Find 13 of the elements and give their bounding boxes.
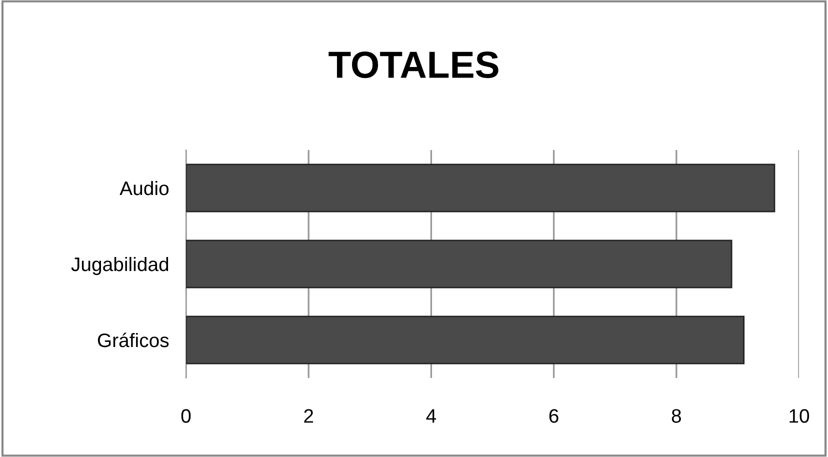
y-tick-label: Jugabilidad: [71, 256, 168, 276]
x-tick-label: 10: [790, 409, 810, 423]
bar: [186, 316, 745, 364]
x-tick-label: 0: [181, 409, 191, 423]
bar: [186, 240, 732, 288]
x-tick-label: 8: [672, 409, 681, 423]
x-tick-label: 4: [426, 409, 436, 423]
y-tick-label: Audio: [120, 180, 169, 196]
chart-title: TOTALES: [328, 52, 498, 78]
y-tick-label: Gráficos: [98, 332, 169, 348]
x-tick-label: 2: [304, 409, 314, 423]
bar: [186, 164, 776, 212]
x-tick-label: 6: [549, 409, 558, 423]
